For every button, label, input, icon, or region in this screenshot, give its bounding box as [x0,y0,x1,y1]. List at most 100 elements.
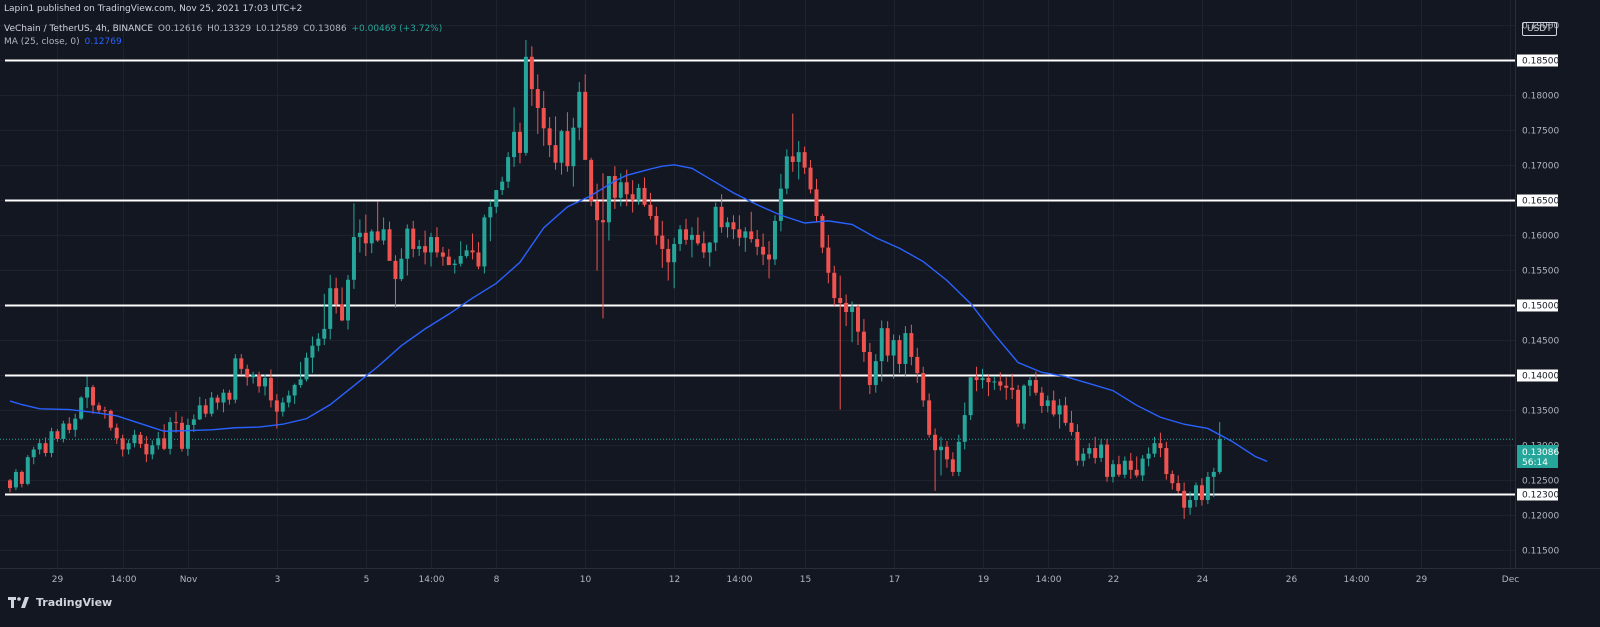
candle-body [334,288,339,305]
ma-label[interactable]: MA (25, close, 0) [4,37,80,47]
candle-body [891,340,896,356]
candle [968,377,973,421]
candle [867,342,872,395]
candle-body [25,457,30,484]
candle-body [1093,448,1098,458]
ma-legend[interactable]: MA (25, close, 0) 0.12769 [4,37,124,47]
candle-body [1033,380,1038,393]
candle-body [126,443,131,450]
tradingview-logo-icon [8,596,29,608]
candle-body [547,128,552,146]
candle-body [1087,448,1092,454]
candle-body [1016,389,1021,424]
candle [654,206,659,245]
candle [850,301,855,343]
candle-body [268,377,273,401]
candle [316,333,321,352]
candle-body [120,438,125,450]
candle-body [1199,485,1204,500]
candle-body [1146,453,1151,459]
candle [832,265,837,306]
candle-body [257,374,262,387]
candle-body [1045,400,1050,407]
candle-body [565,131,570,167]
candle [992,375,997,390]
last-price-label: 0.13086 56:14 [1517,445,1559,468]
candle [191,414,196,432]
candle [820,213,825,254]
candle-body [678,229,683,245]
symbol-title[interactable]: VeChain / TetherUS, 4h, BINANCE [4,24,154,34]
candle [262,374,267,396]
candle-body [648,204,653,216]
candle [120,434,125,457]
candle [517,122,522,164]
last-price-box [1517,445,1558,468]
level-label-text: 0.15000 [1522,302,1559,312]
candle [351,203,356,289]
candle-body [784,156,789,189]
time-tick-label: 24 [1197,575,1209,585]
candle [1199,478,1204,506]
candle-body [867,352,872,385]
candle-body [1194,485,1198,500]
time-tick-label: 29 [1416,575,1428,585]
candle-body [962,415,967,442]
time-axis[interactable]: 29 14:00 Nov 3 5 14:00 8 10 12 14:00 15 17 19 14:00 22… [52,575,1519,585]
candle-body [808,167,813,190]
horizontal-levels[interactable] [5,59,1515,496]
candle-body [108,410,113,428]
tradingview-logo[interactable]: TradingView [8,596,112,609]
price-chart[interactable]: 0.19000 0.18500 0.18000 0.17500 0.17000 0.165… [0,0,1600,592]
candle-body [316,338,321,346]
chart-background [0,0,1600,592]
candle-body [506,157,511,182]
candle-body [1105,444,1110,477]
candle-body [1010,387,1015,390]
level-label-box [1517,194,1558,207]
candle-body [1176,483,1181,491]
candle-body [102,410,107,412]
candle-body [79,397,84,419]
candle [939,436,944,476]
candles[interactable] [8,39,1222,519]
candle [1004,377,1009,400]
candle-body [55,431,60,439]
candle [209,391,214,417]
candle-body [482,217,487,267]
currency-label[interactable]: USDT [1522,22,1557,36]
candle-body [749,231,754,240]
candle [891,334,896,379]
candle [61,420,66,443]
candle [55,429,60,442]
candle [393,255,398,308]
candle [429,232,434,267]
candle [340,287,345,322]
candle [1205,471,1210,505]
candle [1069,410,1074,436]
candle [85,376,90,409]
candle-body [992,381,997,383]
candle [523,39,528,156]
candle [150,440,155,460]
candle-body [814,189,819,216]
candle [168,417,173,455]
candle-body [328,288,333,329]
candle-body [162,438,167,449]
candle-body [636,187,641,201]
candle [280,397,285,417]
candle [156,431,161,450]
candle [648,192,653,220]
candle-body [559,131,564,163]
candle-body [1164,448,1169,475]
candle-body [695,234,700,244]
time-tick-label: 15 [800,575,811,585]
candle [1122,456,1127,479]
candle-body [927,400,932,435]
ohlc-legend[interactable]: VeChain / TetherUS, 4h, BINANCE O0.12616… [4,24,444,34]
candle-body [672,244,677,263]
time-tick-label: 5 [364,575,370,585]
candle-body [245,368,250,378]
candle-body [440,252,445,257]
candle-body [684,229,689,240]
